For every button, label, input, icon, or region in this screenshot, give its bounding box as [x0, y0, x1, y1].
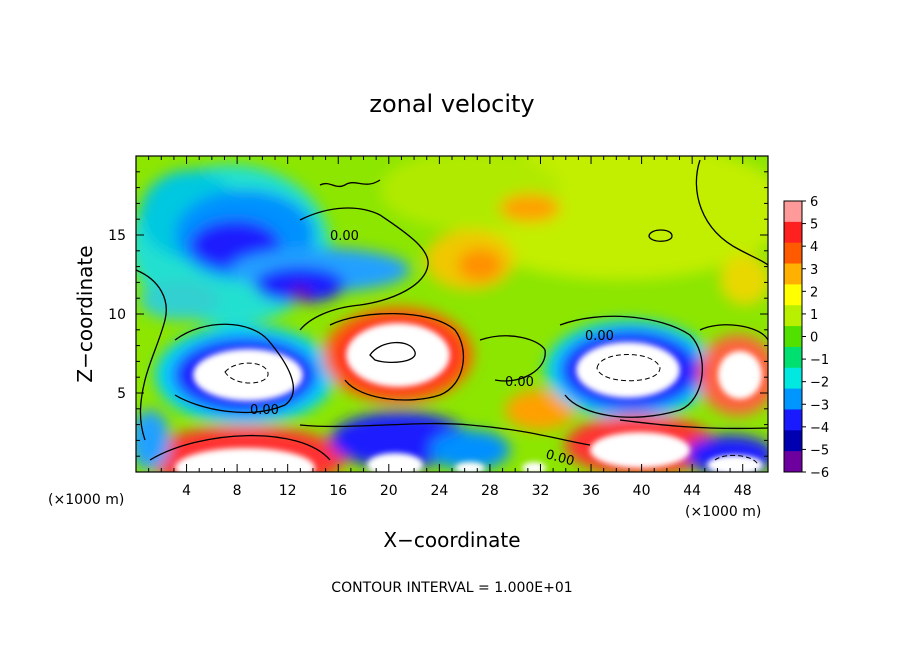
colorbar-label: −1 — [810, 353, 829, 368]
contour-label: 0.00 — [330, 229, 359, 244]
colorbar-label: 1 — [810, 308, 818, 323]
y-axis-label: Z−coordinate — [73, 245, 97, 382]
contour-label: 0.00 — [585, 329, 614, 344]
colorbar-label: −3 — [810, 398, 829, 413]
colorbar-swatch — [784, 201, 802, 223]
y-unit-label: (×1000 m) — [685, 504, 761, 520]
y-tick-label: 10 — [108, 307, 126, 323]
colorbar-label: 6 — [810, 195, 818, 210]
x-tick-label: 4 — [182, 483, 191, 499]
colorbar-label: −2 — [810, 376, 829, 391]
colorbar-label: 4 — [810, 240, 818, 255]
chart-title: zonal velocity — [369, 90, 534, 118]
colorbar-label: 0 — [810, 331, 818, 346]
y-axis: 5 10 15 — [108, 171, 768, 457]
plot-area: 0.00 0.00 0.00 0.00 0.00 — [136, 156, 768, 472]
colorbar-swatch — [784, 451, 802, 473]
colorbar-swatch — [784, 284, 802, 306]
x-tick-label: 16 — [329, 483, 347, 499]
x-tick-label: 8 — [233, 483, 242, 499]
colorbar-swatch — [784, 263, 802, 285]
colorbar-label: 3 — [810, 263, 818, 278]
y-tick-label: 5 — [117, 386, 126, 402]
colorbar-label: 2 — [810, 285, 818, 300]
colorbar-label: −4 — [810, 421, 829, 436]
contour-label: 0.00 — [505, 375, 534, 390]
colorbar-swatch — [784, 221, 802, 244]
colorbar-swatch — [784, 388, 802, 410]
colorbar-swatch — [784, 367, 802, 390]
x-tick-label: 20 — [380, 483, 398, 499]
colorbar-label: −6 — [810, 466, 829, 481]
contour-label: 0.00 — [250, 403, 279, 418]
x-tick-label: 28 — [481, 483, 499, 499]
colorbar-swatch — [784, 326, 802, 348]
colorbar-swatch — [784, 305, 802, 327]
x-axis-label: X−coordinate — [383, 528, 520, 552]
x-tick-label: 12 — [279, 483, 297, 499]
x-tick-label: 48 — [734, 483, 752, 499]
x-tick-label: 40 — [633, 483, 651, 499]
colorbar-swatch — [784, 346, 802, 369]
colorbar-label: −5 — [810, 443, 829, 458]
y-tick-label: 15 — [108, 228, 126, 244]
footer-text: CONTOUR INTERVAL = 1.000E+01 — [331, 580, 572, 596]
x-tick-label: 32 — [532, 483, 550, 499]
x-tick-label: 44 — [683, 483, 701, 499]
colorbar: 6 5 4 3 2 1 0 −1 −2 −3 −4 −5 −6 — [783, 195, 829, 481]
x-axis: 4 8 12 16 20 24 28 32 36 40 44 48 — [148, 156, 756, 499]
contour-label: 0.00 — [544, 447, 576, 469]
colorbar-swatch — [784, 409, 802, 431]
colorbar-swatch — [784, 242, 802, 265]
x-unit-label: (×1000 m) — [48, 492, 124, 508]
colorbar-label: 5 — [810, 218, 818, 233]
colorbar-swatch — [784, 430, 802, 452]
x-tick-label: 36 — [582, 483, 600, 499]
x-tick-label: 24 — [430, 483, 448, 499]
